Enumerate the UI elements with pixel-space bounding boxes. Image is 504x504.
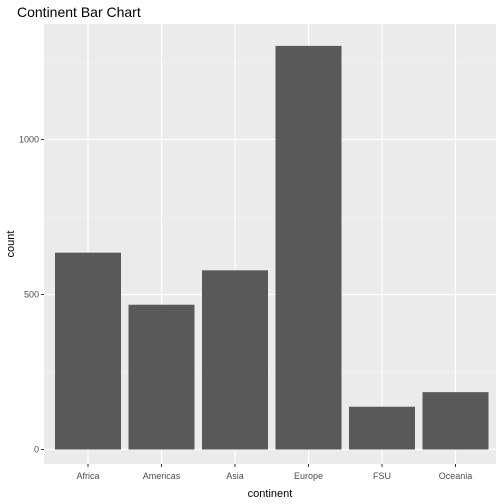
x-tick-label: Americas — [143, 471, 181, 481]
bars — [55, 45, 489, 450]
x-tick-label: FSU — [373, 471, 391, 481]
bar-americas — [128, 304, 195, 450]
bar-fsu — [349, 406, 415, 450]
x-axis-title: continent — [248, 488, 293, 500]
x-axis: Africa Americas Asia Europe FSU Oceania — [76, 464, 472, 481]
y-axis: 0 500 1000 — [19, 135, 44, 455]
chart-title: Continent Bar Chart — [17, 4, 141, 20]
bar-oceania — [422, 392, 489, 450]
y-tick-label: 500 — [24, 290, 39, 300]
x-tick-label: Oceania — [439, 471, 473, 481]
y-tick-label: 1000 — [19, 135, 39, 145]
bar-asia — [202, 270, 268, 450]
bar-africa — [55, 252, 121, 450]
x-tick-label: Africa — [76, 471, 99, 481]
x-tick-label: Asia — [226, 471, 244, 481]
bar-europe — [275, 45, 342, 450]
y-tick-label: 0 — [34, 445, 39, 455]
x-tick-label: Europe — [294, 471, 323, 481]
y-axis-title: count — [5, 231, 17, 258]
